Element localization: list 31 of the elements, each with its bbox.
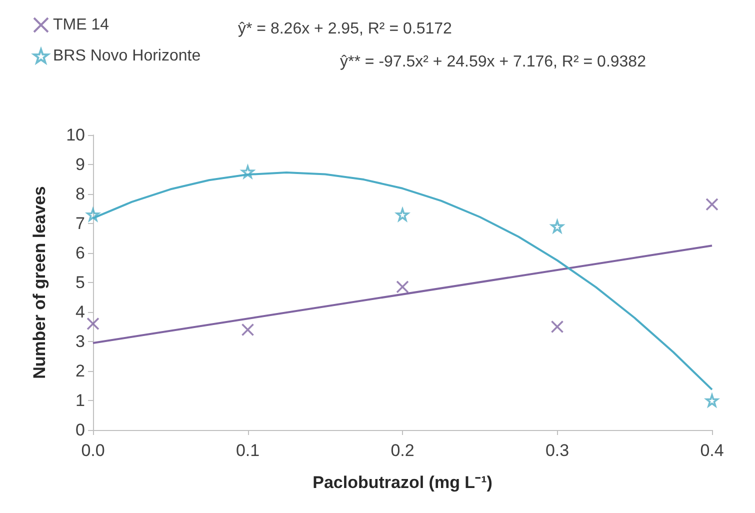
legend-label: TME 14 <box>53 16 110 34</box>
point <box>86 208 100 222</box>
point <box>550 320 564 334</box>
point <box>86 317 100 330</box>
y-tick-label: 0 <box>76 420 85 440</box>
y-tick-label: 1 <box>76 391 85 410</box>
x-tick-label: 0.0 <box>81 441 105 460</box>
x-axis-title: Paclobutrazol (mg L⁻¹) <box>312 473 492 492</box>
point <box>550 220 564 233</box>
y-tick-label: 10 <box>66 126 85 144</box>
x-tick-label: 0.2 <box>390 441 414 460</box>
y-tick-label: 6 <box>76 244 85 262</box>
legend-label: BRS Novo Horizonte <box>53 48 201 64</box>
y-tick-label: 3 <box>76 332 85 351</box>
point <box>396 280 409 294</box>
point <box>241 323 254 336</box>
y-tick-label: 5 <box>76 273 85 292</box>
x-tick-label: 0.1 <box>236 441 260 460</box>
y-axis-title: Number of green leaves <box>30 186 49 379</box>
point <box>241 165 254 178</box>
y-tick-label: 2 <box>76 362 85 380</box>
y-tick-label: 8 <box>76 184 85 204</box>
text: ŷ** = -97.5x² + 24.59x + 7.176, R² = 0.9382 <box>340 54 646 70</box>
y-tick-label: 7 <box>76 214 85 233</box>
x-tick-label: 0.4 <box>700 441 724 460</box>
x-tick-label: 0.3 <box>545 441 570 460</box>
text: ŷ* = 8.26x + 2.95, R² = 0.5172 <box>238 20 452 38</box>
y-tick-label: 4 <box>76 302 85 322</box>
point <box>706 198 718 211</box>
point <box>396 208 409 222</box>
y-tick-label: 9 <box>76 155 85 174</box>
